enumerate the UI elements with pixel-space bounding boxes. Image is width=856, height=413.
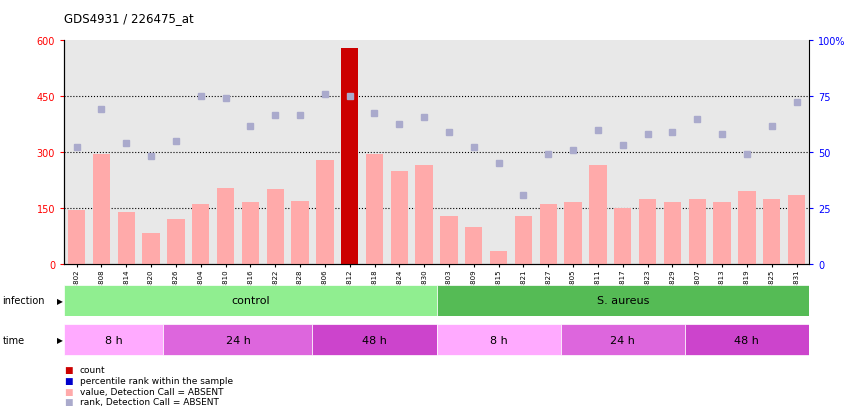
Bar [763,199,781,264]
Text: ▶: ▶ [56,296,62,305]
Bar [688,199,706,264]
Bar [564,203,582,264]
Bar [167,220,185,264]
Text: percentile rank within the sample: percentile rank within the sample [80,376,233,385]
Bar [437,324,561,356]
Bar [663,203,681,264]
Text: count: count [80,365,105,374]
Text: ■: ■ [64,397,73,406]
Bar [241,203,259,264]
Text: 8 h: 8 h [105,335,122,345]
Bar [68,211,86,264]
Bar [539,205,557,264]
Text: ■: ■ [64,376,73,385]
Text: 8 h: 8 h [490,335,508,345]
Text: rank, Detection Call = ABSENT: rank, Detection Call = ABSENT [80,397,218,406]
Bar [514,216,532,264]
Bar [440,216,458,264]
Text: 24 h: 24 h [225,335,251,345]
Bar [490,251,508,264]
Bar [738,192,756,264]
Bar [614,209,632,264]
Bar [92,154,110,264]
Bar [465,227,483,264]
Bar [163,324,312,356]
Bar [788,196,805,264]
Bar [266,190,284,264]
Bar [713,203,731,264]
Bar [639,199,657,264]
Text: 48 h: 48 h [734,335,759,345]
Bar [64,285,437,316]
Bar [390,171,408,264]
Text: GDS4931 / 226475_at: GDS4931 / 226475_at [64,12,194,25]
Text: time: time [3,335,25,345]
Bar [312,324,437,356]
Text: ■: ■ [64,365,73,374]
Bar [64,324,163,356]
Text: infection: infection [3,295,45,306]
Bar [366,154,383,264]
Text: control: control [231,295,270,306]
Bar [291,201,309,264]
Bar [415,166,433,264]
Text: value, Detection Call = ABSENT: value, Detection Call = ABSENT [80,387,223,396]
Bar [341,49,359,264]
Text: S. aureus: S. aureus [597,295,649,306]
Text: 24 h: 24 h [610,335,635,345]
Text: ▶: ▶ [56,335,62,344]
Bar [192,205,210,264]
Bar [561,324,685,356]
Bar [685,324,809,356]
Bar [217,188,235,264]
Text: ■: ■ [64,387,73,396]
Bar [316,160,334,264]
Bar [437,285,809,316]
Bar [589,166,607,264]
Bar [117,212,135,264]
Text: 48 h: 48 h [362,335,387,345]
Bar [142,234,160,264]
